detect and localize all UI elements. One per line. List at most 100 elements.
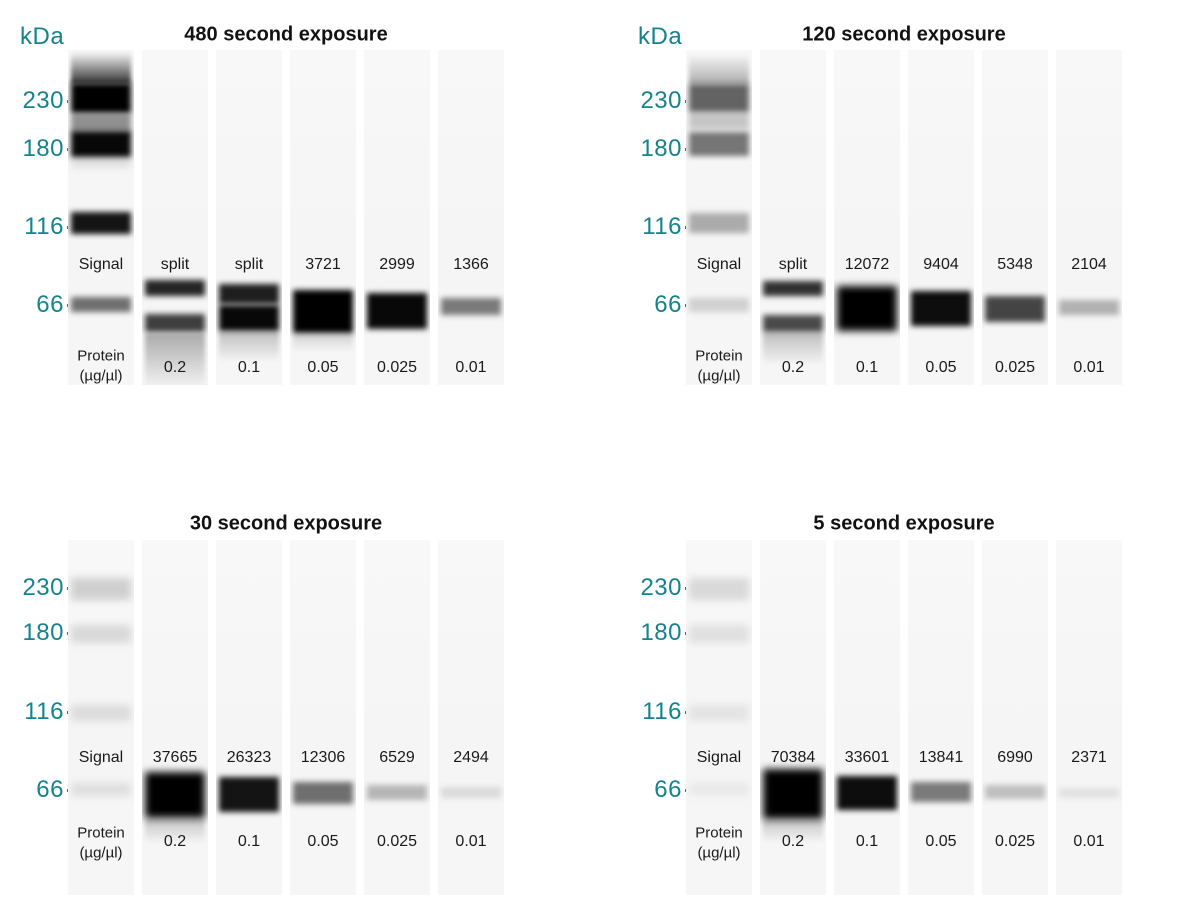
molecular-weight-marker-230: 230: [0, 89, 78, 113]
signal-value: 1366: [453, 255, 489, 273]
protein-label-line2: (µg/µl): [79, 844, 123, 861]
molecular-weight-marker-230: 230: [0, 576, 78, 600]
signal-value: split: [234, 255, 264, 273]
gel-band: [763, 769, 823, 819]
gel-band: [367, 293, 427, 329]
gel-band: [689, 84, 749, 112]
gel-band: [145, 334, 205, 385]
marker-label: 116: [642, 698, 682, 725]
signal-value: 2999: [379, 255, 415, 273]
molecular-weight-marker-180: 180: [0, 137, 78, 161]
molecular-weight-marker-116: 116: [0, 215, 78, 239]
protein-concentration-value: 0.025: [376, 358, 418, 376]
gel-band: [145, 772, 205, 818]
gel-band: [441, 787, 501, 798]
panel-title: 5 second exposure: [813, 512, 995, 535]
marker-label: 230: [640, 574, 682, 601]
marker-label: 180: [640, 135, 682, 162]
signal-row-label: Signal: [78, 748, 124, 766]
protein-label-line1: Protein: [695, 347, 743, 365]
molecular-weight-marker-116: 116: [0, 700, 78, 724]
molecular-weight-marker-230: 230: [618, 576, 696, 600]
sample-lane-0.1: [834, 50, 900, 385]
gel-band: [219, 777, 279, 812]
signal-value: split: [160, 255, 190, 273]
signal-value: 6529: [379, 748, 415, 766]
gel-band: [293, 334, 353, 352]
marker-label: 180: [22, 619, 64, 646]
protein-label-line2: (µg/µl): [79, 367, 123, 384]
gel-band: [1059, 788, 1119, 798]
signal-value: split: [778, 255, 808, 273]
signal-row-label: Signal: [696, 748, 742, 766]
signal-value: 3721: [305, 255, 341, 273]
protein-row-label: Protein (µg/µl): [686, 347, 752, 386]
panel-title: 480 second exposure: [184, 23, 388, 46]
signal-value: 26323: [226, 748, 272, 766]
protein-concentration-value: 0.01: [455, 832, 487, 850]
protein-concentration-value: 0.025: [994, 358, 1036, 376]
signal-value: 70384: [770, 748, 816, 766]
gel-band: [219, 305, 279, 331]
marker-label: 66: [654, 776, 682, 803]
gel-band: [985, 296, 1045, 322]
sample-lane-0.025: [364, 540, 430, 895]
gel-band: [837, 776, 897, 810]
sample-lane-0.2: [760, 540, 826, 895]
molecular-weight-marker-116: 116: [618, 215, 696, 239]
molecular-weight-marker-180: 180: [0, 621, 78, 645]
gel-band: [985, 785, 1045, 799]
marker-label: 230: [22, 87, 64, 114]
signal-row-label: Signal: [78, 255, 124, 273]
protein-concentration-value: 0.2: [781, 358, 805, 376]
protein-concentration-value: 0.1: [237, 358, 261, 376]
gel-band: [689, 705, 749, 721]
signal-value: 2104: [1071, 255, 1107, 273]
gel-band: [689, 213, 749, 233]
gel-band: [71, 131, 131, 157]
gel-band: [763, 281, 823, 296]
protein-concentration-value: 0.05: [307, 832, 339, 850]
sample-lane-0.01: [1056, 540, 1122, 895]
gel-band: [71, 578, 131, 600]
sample-lane-0.01: [1056, 50, 1122, 385]
gel-band: [367, 785, 427, 800]
signal-value: 9404: [923, 255, 959, 273]
sample-lane-0.025: [982, 50, 1048, 385]
gel-band: [219, 332, 279, 362]
gel-band: [71, 52, 131, 84]
sample-lane-0.01: [438, 540, 504, 895]
protein-concentration-value: 0.1: [855, 832, 879, 850]
signal-value: 5348: [997, 255, 1033, 273]
panel-120-second-exposure: kDa 120 second exposure 230 180 116 66 Signal s…: [618, 0, 1200, 455]
signal-value: 2371: [1071, 748, 1107, 766]
gel-band: [689, 132, 749, 156]
gel-band: [911, 782, 971, 802]
marker-label: 180: [640, 619, 682, 646]
protein-concentration-value: 0.01: [1073, 358, 1105, 376]
ladder-lane: [686, 50, 752, 385]
signal-value: 6990: [997, 748, 1033, 766]
sample-lane-0.025: [982, 540, 1048, 895]
ladder-lane: [68, 50, 134, 385]
protein-label-line1: Protein: [77, 347, 125, 365]
gel-band: [71, 297, 131, 312]
sample-lane-0.2: [142, 50, 208, 385]
gel-band: [689, 298, 749, 312]
sample-lane-0.01: [438, 50, 504, 385]
protein-row-label: Protein (µg/µl): [68, 347, 134, 386]
gel-band: [293, 290, 353, 333]
sample-lane-0.2: [760, 50, 826, 385]
protein-concentration-value: 0.2: [163, 832, 187, 850]
protein-row-label: Protein (µg/µl): [686, 824, 752, 863]
signal-value: 13841: [918, 748, 964, 766]
gel-band: [689, 54, 749, 84]
gel-band: [689, 578, 749, 600]
marker-label: 116: [642, 213, 682, 240]
protein-concentration-value: 0.01: [1073, 832, 1105, 850]
marker-label: 66: [36, 776, 64, 803]
panel-30-second-exposure: 30 second exposure 230 180 116 66 Signal 37665…: [0, 470, 582, 898]
ladder-lane: [686, 540, 752, 895]
protein-concentration-value: 0.025: [376, 832, 418, 850]
gel-band: [911, 291, 971, 326]
